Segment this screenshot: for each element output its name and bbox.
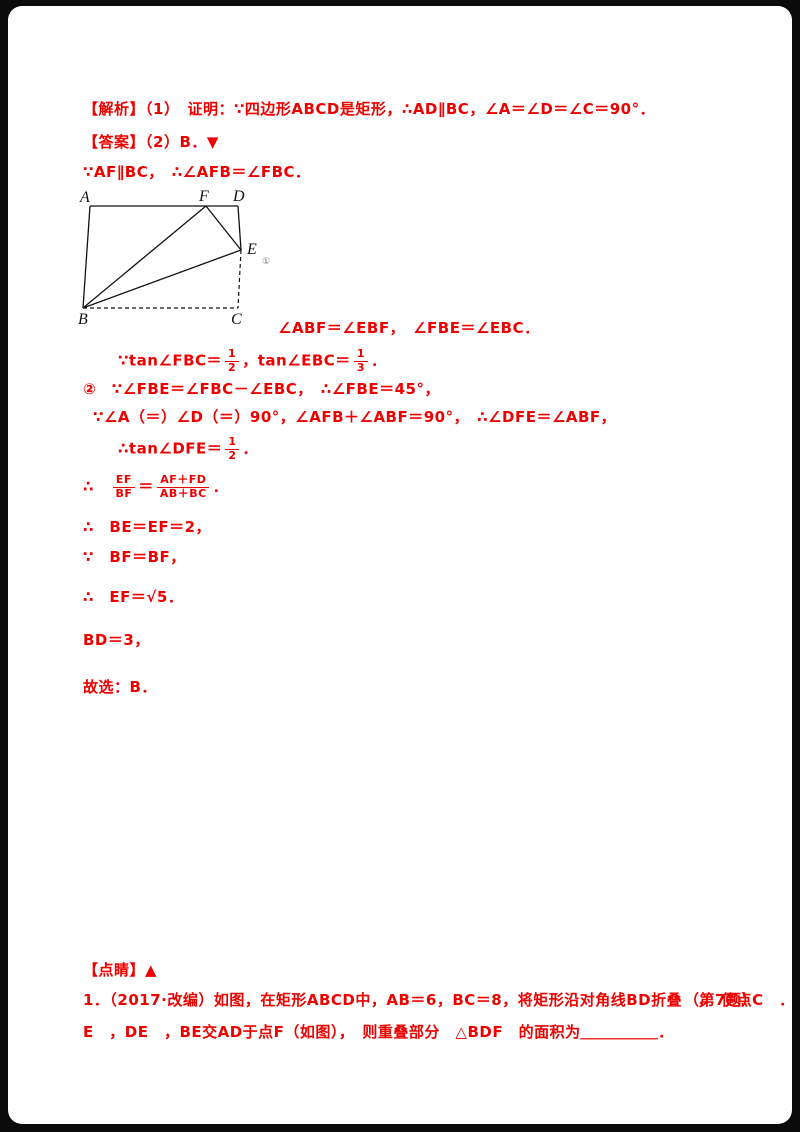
vertex-label-A: A — [79, 189, 90, 206]
solution-line-9: ∴ EF BF ＝ AF＋FD AB＋BC ． — [83, 473, 229, 500]
solution-line-5: ∵tan∠FBC＝ 1 2 ，tan∠EBC＝ 1 3 ． — [118, 347, 387, 374]
solution-line-1: 【解析】（1） 证明：∵四边形ABCD是矩形，∴AD∥BC，∠A＝∠D＝∠C＝9… — [83, 100, 656, 118]
solution-line-7: ∵∠A（＝）∠D（＝）90°，∠AFB＋∠ABF＝90°， ∴∠DFE＝∠ABF… — [93, 408, 617, 426]
segment-BE — [82, 249, 242, 309]
problem-line-1: 1．（2017·改编）如图，在矩形ABCD中，AB＝6，BC＝8，将矩形沿对角线… — [83, 991, 800, 1009]
solution-line-6: ② ∵∠FBE＝∠FBC－∠EBC， ∴∠FBE＝45°， — [83, 380, 440, 398]
vertex-label-F: F — [198, 188, 209, 205]
conclusion-line: 故选：B． — [83, 678, 157, 696]
problem-line-2: E ，DE ，BE交AD于点F（如图）， 则重叠部分 △BDF 的面积为＿＿＿＿… — [83, 1023, 674, 1041]
fraction: AF＋FD AB＋BC — [157, 473, 210, 500]
solution-line-8: ∴tan∠DFE＝ 1 2 ． — [118, 435, 258, 462]
solution-line-3: ∵AF∥BC， ∴∠AFB＝∠FBC． — [83, 163, 311, 181]
document-page: 【解析】（1） 证明：∵四边形ABCD是矩形，∴AD∥BC，∠A＝∠D＝∠C＝9… — [8, 6, 800, 1124]
line9-post: ． — [212, 477, 229, 496]
segment-FE — [205, 205, 242, 251]
vertex-label-C: C — [231, 311, 242, 328]
line9-mid: ＝ — [138, 477, 154, 496]
edge-DE — [237, 205, 242, 251]
fraction: EF BF — [112, 473, 135, 500]
edge-AB — [82, 205, 91, 309]
line8-post: ． — [242, 439, 258, 458]
solution-line-4: ∠ABF＝∠EBF， ∠FBE＝∠EBC． — [278, 319, 540, 337]
vertex-label-B: B — [78, 311, 88, 328]
edge-EC-dashed — [237, 249, 242, 309]
vertex-label-E: E — [246, 241, 257, 258]
line5-mid: ，tan∠EBC＝ — [242, 351, 351, 370]
rectangle-fold-diagram: A F D E B C ① — [78, 188, 270, 328]
figure-watermark: ① — [262, 256, 270, 266]
geometry-figure: A F D E B C ① — [78, 188, 293, 333]
vertex-label-D: D — [232, 188, 245, 205]
solution-line-11: ∵ BF＝BF， — [83, 548, 186, 566]
footer-heading: 【点睛】▲ — [83, 961, 158, 979]
line5-post: ． — [370, 351, 387, 370]
solution-line-10: ∴ BE＝EF＝2， — [83, 518, 212, 536]
line5-pre: ∵tan∠FBC＝ — [118, 351, 223, 370]
line8-pre: ∴tan∠DFE＝ — [118, 439, 223, 458]
solution-line-13: BD＝3， — [83, 631, 150, 649]
solution-line-12: ∴ EF＝√5． — [83, 588, 184, 606]
line9-pre: ∴ — [83, 477, 110, 496]
problem-line-1-tail: （第7题） — [684, 991, 757, 1009]
segment-BF — [82, 205, 207, 309]
answer-line: 【答案】（2）B．▼ — [83, 133, 219, 151]
